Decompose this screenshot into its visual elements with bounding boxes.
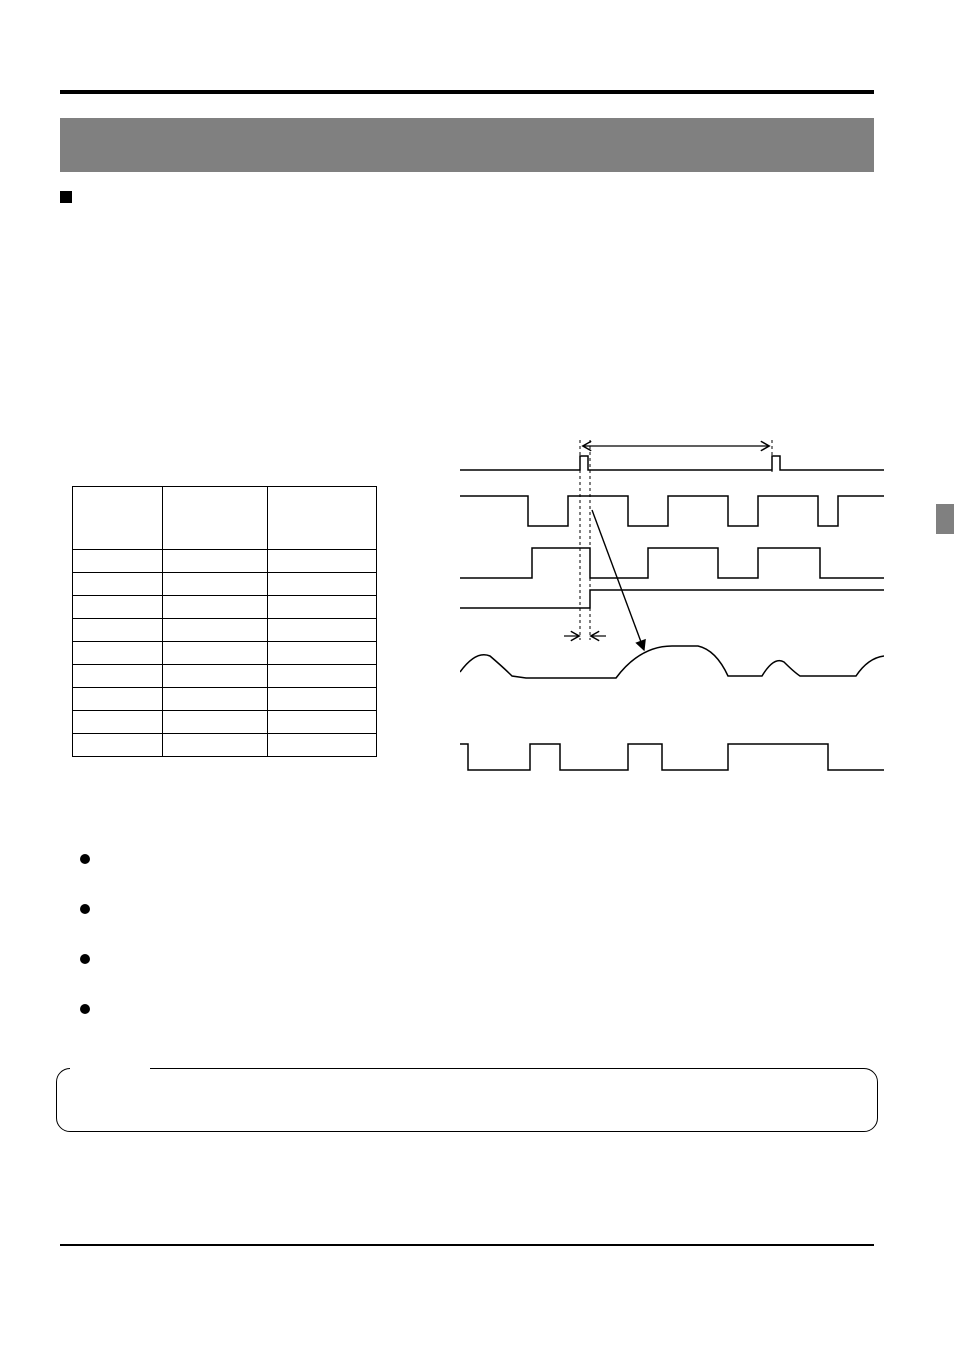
wave-5-analog	[460, 646, 884, 678]
table-header-row	[73, 487, 377, 550]
table-row	[73, 711, 377, 734]
note-box-title-gap	[70, 1063, 150, 1075]
table-row	[73, 573, 377, 596]
section-header-bar	[60, 118, 874, 172]
wave-1	[460, 456, 884, 470]
bullet-list	[80, 854, 90, 1054]
timing-diagram	[460, 438, 884, 792]
table-row	[73, 734, 377, 757]
side-tab	[936, 504, 954, 534]
wave-4	[460, 590, 884, 608]
table-row	[73, 550, 377, 573]
list-bullet-icon	[80, 1004, 90, 1014]
bottom-rule	[60, 1244, 874, 1246]
wave-6	[460, 744, 884, 770]
page	[0, 0, 954, 1352]
table-header-cell	[73, 487, 163, 550]
table	[72, 486, 377, 757]
table-row	[73, 619, 377, 642]
table-row	[73, 642, 377, 665]
table-header-cell	[267, 487, 376, 550]
table-row	[73, 688, 377, 711]
list-bullet-icon	[80, 954, 90, 964]
table-header-cell	[163, 487, 268, 550]
callout-arrow	[592, 510, 644, 650]
wave-2	[460, 496, 884, 526]
table-row	[73, 596, 377, 619]
top-rule	[60, 90, 874, 94]
section-bullet-icon	[60, 191, 72, 203]
data-table	[72, 486, 377, 757]
note-box	[56, 1068, 878, 1132]
table-row	[73, 665, 377, 688]
wave-3	[460, 548, 884, 578]
list-bullet-icon	[80, 904, 90, 914]
list-bullet-icon	[80, 854, 90, 864]
